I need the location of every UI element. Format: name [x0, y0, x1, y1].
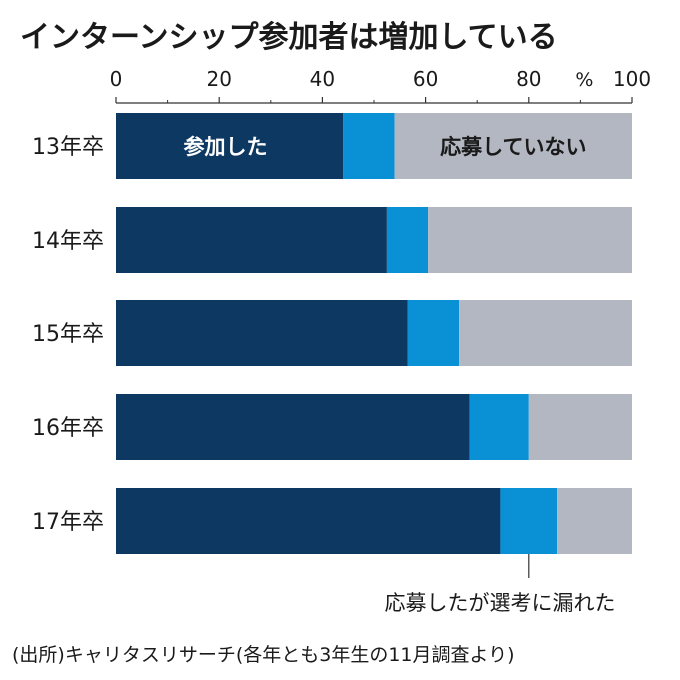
bar-segment [116, 113, 344, 179]
bar-segment [343, 113, 395, 179]
category-label: 14年卒 [32, 229, 104, 254]
bar-segment [394, 113, 632, 179]
bar-segment [116, 394, 470, 460]
x-tick-label: 40 [310, 67, 335, 91]
series-label-participated: 参加した [184, 135, 268, 159]
category-label: 16年卒 [32, 416, 104, 441]
category-label: 15年卒 [32, 322, 104, 347]
bar-segment [386, 207, 429, 273]
bar-segment [407, 300, 460, 366]
x-tick-label: 0 [110, 67, 123, 91]
series-label-applied-rejected: 応募したが選考に漏れた [385, 591, 616, 615]
x-unit-label: % [575, 69, 593, 91]
bar-segment [500, 488, 558, 554]
bar-segment [116, 207, 387, 273]
source-note: (出所)キャリタスリサーチ(各年とも3年生の11月調査より) [12, 644, 515, 666]
x-tick-label: 60 [413, 67, 438, 91]
x-tick-label: 100 [613, 67, 651, 91]
bar-segment [116, 488, 501, 554]
x-tick-label: 20 [206, 67, 231, 91]
category-label: 17年卒 [32, 510, 104, 535]
bar-segment [469, 394, 529, 460]
bar-segment [116, 300, 408, 366]
bar-segment [428, 207, 632, 273]
bar-segment [459, 300, 632, 366]
bar-segment [528, 394, 632, 460]
x-tick-label: 80 [516, 67, 541, 91]
bar-segment [557, 488, 632, 554]
chart-title: インターンシップ参加者は増加している [20, 20, 558, 55]
category-label: 13年卒 [32, 135, 104, 160]
series-label-not-applied: 応募していない [440, 135, 586, 159]
